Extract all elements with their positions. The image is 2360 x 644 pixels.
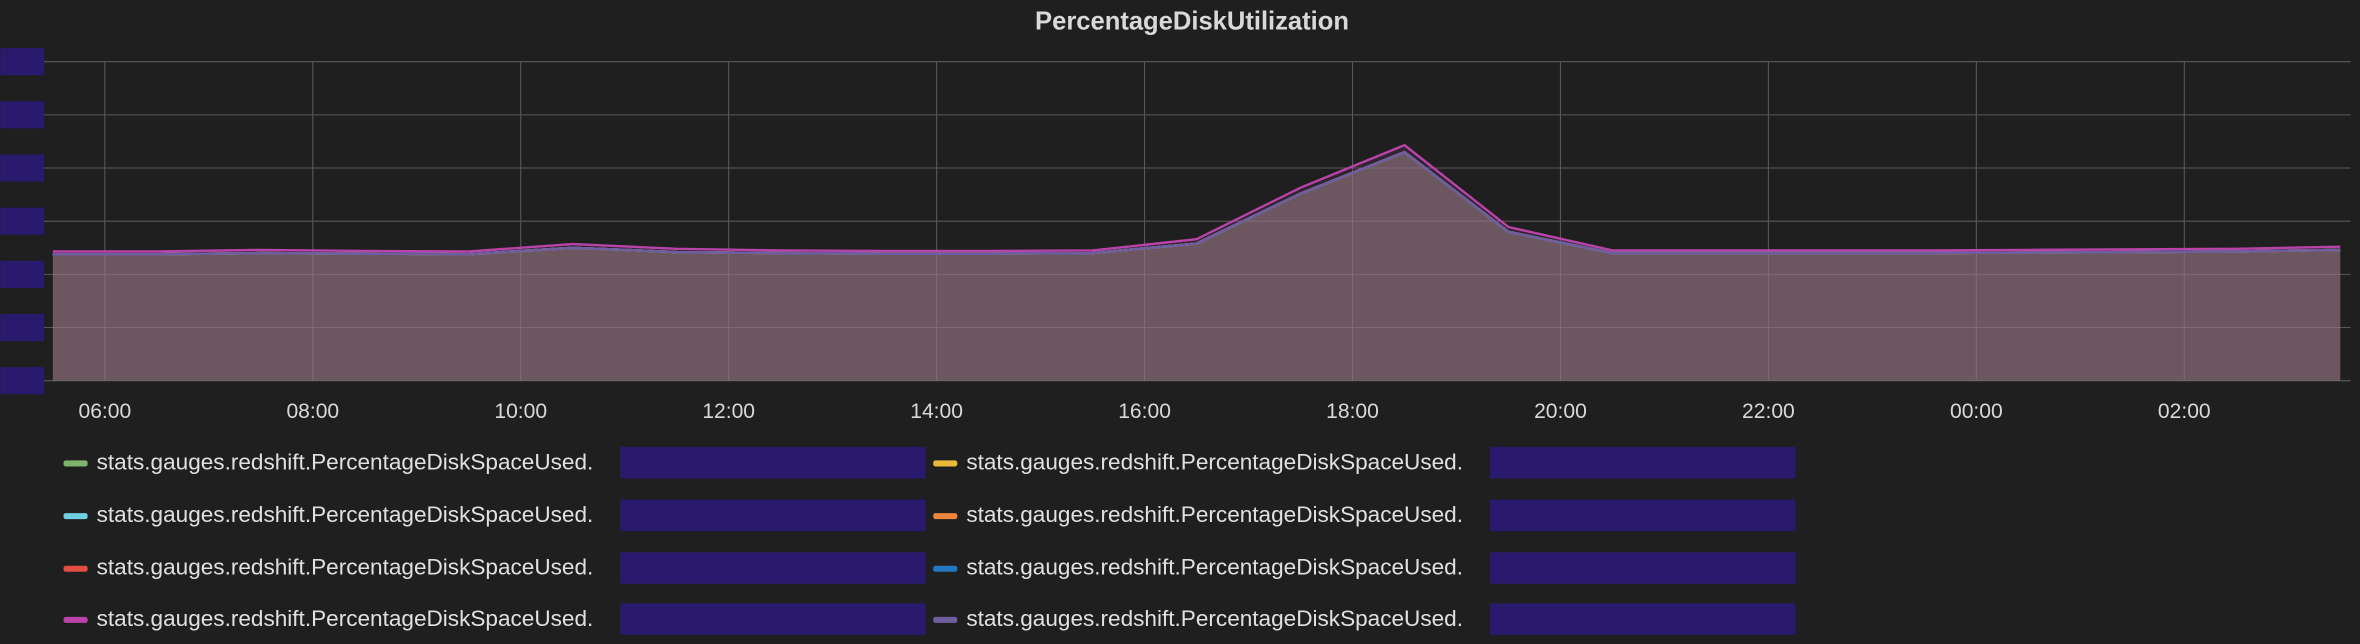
redacted-text	[1489, 603, 1796, 635]
legend-swatch	[63, 513, 88, 520]
legend-label: stats.gauges.redshift.PercentageDiskSpac…	[966, 606, 1463, 631]
redacted-text	[1489, 446, 1796, 479]
x-tick-label: 00:00	[1950, 400, 2003, 423]
series-area	[52, 152, 2341, 381]
legend-label: stats.gauges.redshift.PercentageDiskSpac…	[97, 606, 594, 631]
redacted-label	[0, 260, 44, 288]
series-area	[52, 152, 2341, 381]
redacted-text	[1489, 552, 1796, 584]
x-tick-label: 02:00	[2158, 400, 2211, 423]
series-area	[52, 145, 2341, 381]
redacted-label	[0, 207, 44, 235]
legend-label: stats.gauges.redshift.PercentageDiskSpac…	[97, 555, 594, 580]
series-line	[52, 143, 2341, 253]
redacted-text	[620, 552, 926, 584]
series-line	[52, 150, 2341, 256]
legend-swatch	[933, 513, 958, 520]
x-tick-label: 14:00	[910, 400, 963, 423]
series-area	[52, 152, 2341, 381]
x-tick-label: 22:00	[1742, 400, 1795, 423]
legend-label: stats.gauges.redshift.PercentageDiskSpac…	[966, 555, 1463, 580]
x-tick-label: 12:00	[702, 400, 755, 423]
series-area	[52, 152, 2341, 381]
legend-swatch	[63, 565, 88, 572]
legend-label: stats.gauges.redshift.PercentageDiskSpac…	[966, 449, 1463, 474]
x-tick-label: 16:00	[1118, 400, 1171, 423]
redacted-label	[0, 367, 44, 395]
x-tick-label: 18:00	[1326, 400, 1379, 423]
legend-swatch	[63, 616, 88, 623]
redacted-label	[0, 48, 44, 76]
legend-swatch	[933, 460, 958, 467]
legend-label: stats.gauges.redshift.PercentageDiskSpac…	[966, 502, 1463, 527]
legend-swatch	[933, 616, 958, 623]
series-area	[52, 152, 2341, 381]
legend-label: stats.gauges.redshift.PercentageDiskSpac…	[97, 449, 594, 474]
series-area	[52, 152, 2341, 381]
redacted-label	[0, 313, 44, 342]
chart-title: PercentageDiskUtilization	[1035, 7, 1349, 35]
redacted-label	[0, 154, 44, 182]
redacted-text	[620, 499, 926, 532]
legend-label: stats.gauges.redshift.PercentageDiskSpac…	[97, 502, 594, 527]
x-tick-label: 06:00	[79, 400, 132, 423]
x-tick-label: 20:00	[1534, 400, 1587, 423]
x-tick-label: 08:00	[286, 400, 339, 423]
x-tick-label: 10:00	[494, 400, 547, 423]
redacted-text	[620, 603, 926, 635]
redacted-text	[1489, 499, 1796, 532]
redacted-label	[0, 101, 44, 129]
series-area	[52, 152, 2341, 381]
redacted-text	[620, 446, 926, 479]
legend-swatch	[63, 460, 88, 467]
legend-swatch	[933, 565, 958, 572]
